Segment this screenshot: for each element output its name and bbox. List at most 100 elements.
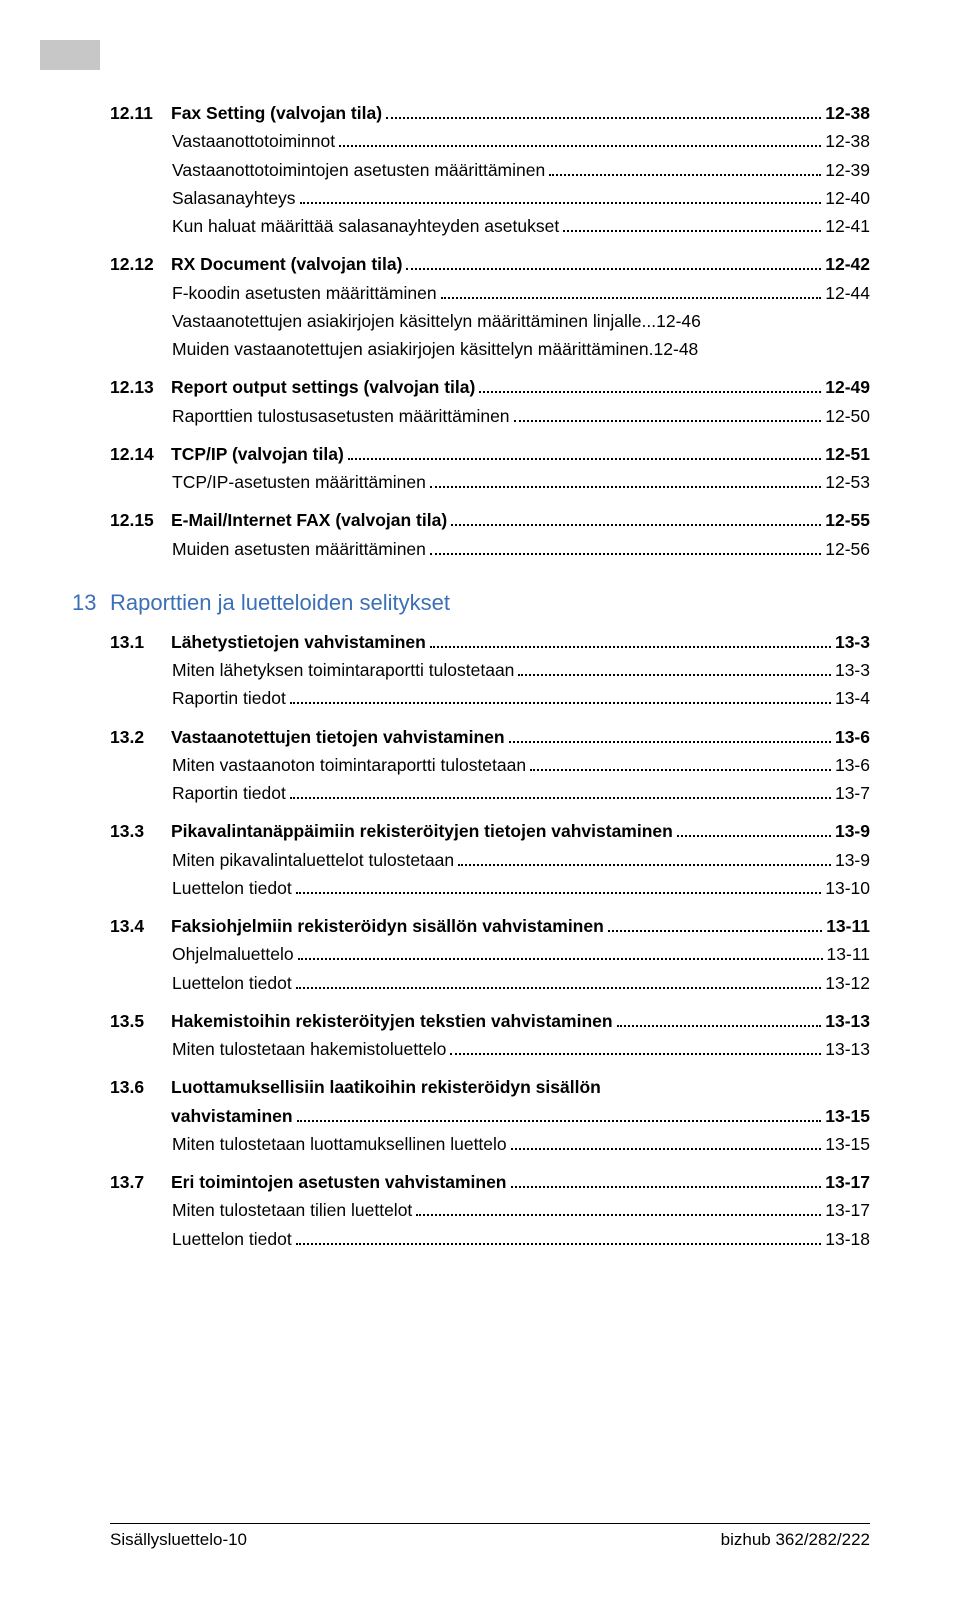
toc-entry[interactable]: Raportin tiedot13-7	[110, 780, 870, 806]
toc-page: 12-42	[825, 251, 870, 277]
toc-page: 13-6	[835, 724, 870, 750]
toc-leader	[549, 160, 821, 176]
toc-leader	[296, 878, 822, 894]
toc-entry[interactable]: 13.3Pikavalintanäppäimiin rekisteröityje…	[110, 818, 870, 844]
toc-entry[interactable]: TCP/IP-asetusten määrittäminen 12-53	[110, 469, 870, 495]
toc-page: 12-44	[825, 280, 870, 306]
toc-entry[interactable]: Luettelon tiedot13-18	[110, 1226, 870, 1252]
toc-entry[interactable]: 13.4Faksiohjelmiin rekisteröidyn sisällö…	[110, 913, 870, 939]
toc-number: 13.3	[110, 818, 171, 844]
toc-entry[interactable]: Muiden asetusten määrittäminen12-56	[110, 536, 870, 562]
toc-entry[interactable]: Vastaanotettujen asiakirjojen käsittelyn…	[110, 308, 870, 334]
toc-entry[interactable]: Miten vastaanoton toimintaraportti tulos…	[110, 752, 870, 778]
toc-title: Raporttien tulostusasetusten määrittämin…	[172, 403, 510, 429]
toc-entry[interactable]: 12.14TCP/IP (valvojan tila)12-51	[110, 441, 870, 467]
toc-number: 13.7	[110, 1169, 171, 1195]
toc-leader	[518, 660, 831, 676]
toc-entry[interactable]: 13.6Luottamuksellisiin laatikoihin rekis…	[110, 1074, 870, 1100]
toc-entry[interactable]: Luettelon tiedot13-10	[110, 875, 870, 901]
footer-left: Sisällysluettelo-10	[110, 1530, 247, 1550]
toc-entry[interactable]: 12.12RX Document (valvojan tila)12-42	[110, 251, 870, 277]
toc-page: 12-50	[825, 403, 870, 429]
toc-title: F-koodin asetusten määrittäminen	[172, 280, 437, 306]
toc-page: 13-17	[825, 1169, 870, 1195]
toc-leader	[406, 254, 821, 270]
toc-title: Miten vastaanoton toimintaraportti tulos…	[172, 752, 526, 778]
toc-title: Raportin tiedot	[172, 780, 286, 806]
toc-entry[interactable]: Miten pikavalintaluettelot tulostetaan 13…	[110, 847, 870, 873]
toc-title: TCP/IP-asetusten määrittäminen	[172, 469, 426, 495]
toc-entry[interactable]: 12.15E-Mail/Internet FAX (valvojan tila)…	[110, 507, 870, 533]
toc-page: 13-9	[835, 818, 870, 844]
toc-entry[interactable]: 12.13Report output settings (valvojan ti…	[110, 374, 870, 400]
toc-page: 13-10	[825, 875, 870, 901]
toc-entry[interactable]: vahvistaminen13-15	[110, 1103, 870, 1129]
toc-number: 13.5	[110, 1008, 171, 1034]
toc-title: Salasanayhteys	[172, 185, 296, 211]
toc-leader	[458, 850, 831, 866]
toc-page: 13-4	[835, 685, 870, 711]
toc-page: 13-3	[835, 657, 870, 683]
toc-leader	[339, 131, 821, 147]
toc-page: 13-15	[825, 1103, 870, 1129]
toc-page: 12-56	[825, 536, 870, 562]
toc-page: 13-11	[827, 941, 870, 967]
toc-page: 12-53	[825, 469, 870, 495]
toc-page: 12-38	[825, 100, 870, 126]
toc-leader	[511, 1134, 822, 1150]
toc-number: 13.6	[110, 1074, 171, 1100]
footer-right: bizhub 362/282/222	[721, 1530, 870, 1550]
toc-title: Miten tulostetaan luottamuksellinen luet…	[172, 1131, 507, 1157]
toc-entry[interactable]: Miten tulostetaan tilien luettelot13-17	[110, 1197, 870, 1223]
toc-page: 12-38	[825, 128, 870, 154]
toc-leader	[296, 973, 822, 989]
toc-page: 13-9	[835, 847, 870, 873]
toc-leader	[290, 783, 831, 799]
toc-entry[interactable]: 13.5Hakemistoihin rekisteröityjen teksti…	[110, 1008, 870, 1034]
toc-title: Luettelon tiedot	[172, 970, 292, 996]
toc-entry[interactable]: F-koodin asetusten määrittäminen 12-44	[110, 280, 870, 306]
toc-number: 12.13	[110, 374, 171, 400]
toc-entry[interactable]: Salasanayhteys 12-40	[110, 185, 870, 211]
toc-entry[interactable]: Muiden vastaanotettujen asiakirjojen käs…	[110, 336, 870, 362]
toc-page: 12-40	[825, 185, 870, 211]
toc-title: Ohjelmaluettelo	[172, 941, 294, 967]
toc-page: 12-41	[825, 213, 870, 239]
toc-entry[interactable]: Luettelon tiedot13-12	[110, 970, 870, 996]
toc-page: 12-46	[656, 308, 701, 334]
toc-title: Miten pikavalintaluettelot tulostetaan	[172, 847, 454, 873]
toc-entry[interactable]: Kun haluat määrittää salasanayhteyden as…	[110, 213, 870, 239]
toc-title: Miten lähetyksen toimintaraportti tulost…	[172, 657, 514, 683]
toc-entry[interactable]: Vastaanottotoiminnot12-38	[110, 128, 870, 154]
toc-entry[interactable]: Vastaanottotoimintojen asetusten määritt…	[110, 157, 870, 183]
toc-page: 13-17	[825, 1197, 870, 1223]
toc-page: 12-49	[825, 374, 870, 400]
toc-title: Eri toimintojen asetusten vahvistaminen	[171, 1169, 507, 1195]
toc-entry[interactable]: Miten tulostetaan hakemistoluettelo13-13	[110, 1036, 870, 1062]
chapter-title: Raporttien ja luetteloiden selitykset	[110, 586, 450, 619]
toc-leader	[297, 1106, 822, 1122]
toc-title: Miten tulostetaan hakemistoluettelo	[172, 1036, 446, 1062]
toc-entry[interactable]: Miten tulostetaan luottamuksellinen luet…	[110, 1131, 870, 1157]
toc-leader	[290, 688, 831, 704]
toc-leader	[514, 406, 822, 422]
toc-entry[interactable]: 12.11Fax Setting (valvojan tila)12-38	[110, 100, 870, 126]
page-footer: Sisällysluettelo-10 bizhub 362/282/222	[0, 1523, 960, 1550]
chapter-number: 13	[72, 586, 110, 619]
toc-title: Fax Setting (valvojan tila)	[171, 100, 382, 126]
toc-entry[interactable]: Ohjelmaluettelo 13-11	[110, 941, 870, 967]
toc-leader	[530, 755, 831, 771]
toc-entry[interactable]: Raporttien tulostusasetusten määrittämin…	[110, 403, 870, 429]
toc-entry[interactable]: 13.2Vastaanotettujen tietojen vahvistami…	[110, 724, 870, 750]
toc-title: Luottamuksellisiin laatikoihin rekisterö…	[171, 1074, 601, 1100]
toc-entry[interactable]: Miten lähetyksen toimintaraportti tulost…	[110, 657, 870, 683]
toc-leader	[450, 1039, 821, 1055]
toc-page: 13-18	[825, 1226, 870, 1252]
table-of-contents: 12.11Fax Setting (valvojan tila)12-38Vas…	[110, 100, 870, 1252]
toc-title: Pikavalintanäppäimiin rekisteröityjen ti…	[171, 818, 673, 844]
toc-entry[interactable]: Raportin tiedot13-4	[110, 685, 870, 711]
toc-entry[interactable]: 13.1Lähetystietojen vahvistaminen13-3	[110, 629, 870, 655]
toc-leader	[563, 216, 821, 232]
toc-entry[interactable]: 13.7Eri toimintojen asetusten vahvistami…	[110, 1169, 870, 1195]
toc-leader	[509, 727, 831, 743]
